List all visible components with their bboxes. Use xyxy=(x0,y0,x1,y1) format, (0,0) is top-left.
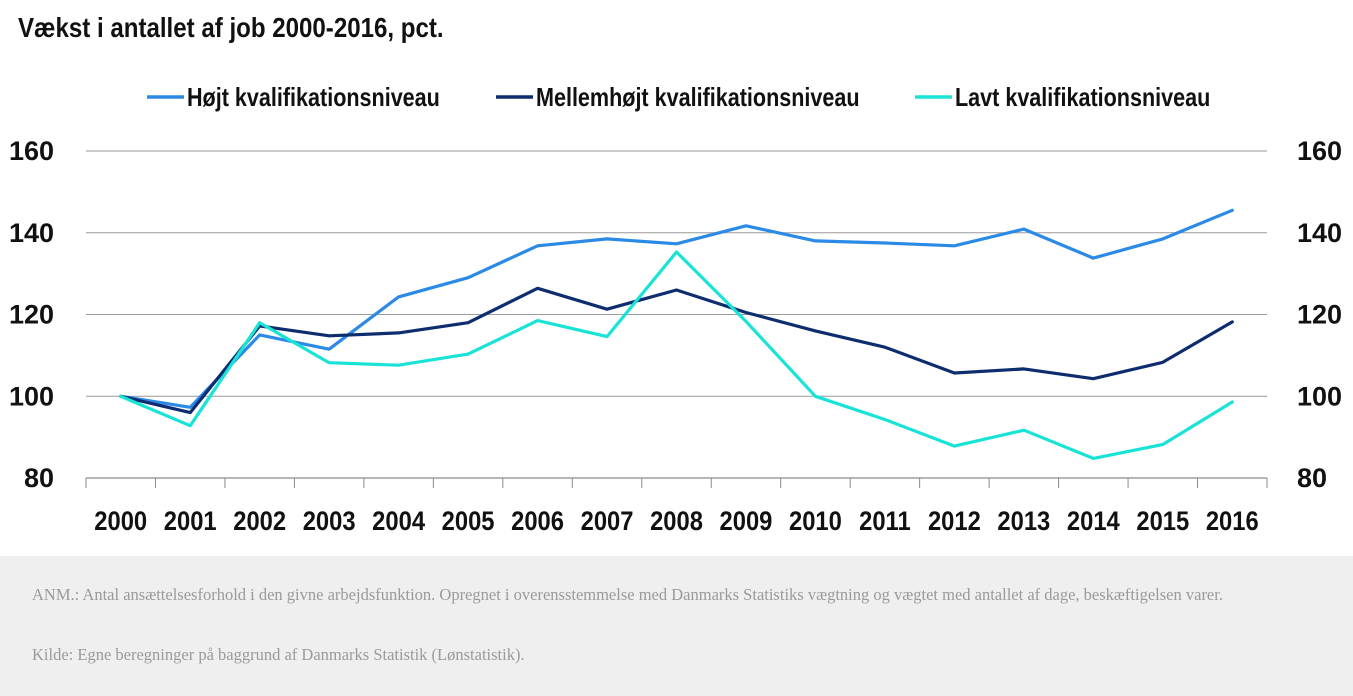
legend-label-3: Lavt kvalifikationsniveau xyxy=(955,83,1210,112)
axes: 80 80 100 100 120 120 140 140 160 160 2000 2001 2002… xyxy=(9,136,1342,536)
x-tick-label: 2007 xyxy=(581,507,634,537)
y-tick-left: 100 xyxy=(9,381,54,411)
line-chart: Højt kvalifikationsniveau Mellemhøjt kval… xyxy=(9,83,1342,536)
y-tick-right: 120 xyxy=(1297,300,1342,330)
x-tick-label: 2000 xyxy=(94,507,147,537)
notes-panel: ANM.: Antal ansættelsesforhold i den giv… xyxy=(0,556,1353,696)
y-tick-left: 120 xyxy=(9,300,54,330)
y-tick-right: 160 xyxy=(1297,136,1342,166)
x-tick-label: 2011 xyxy=(859,507,911,537)
y-tick-left: 160 xyxy=(9,136,54,166)
y-tick-left: 140 xyxy=(9,218,54,248)
legend-label-2: Mellemhøjt kvalifikationsniveau xyxy=(536,83,860,112)
gridlines xyxy=(86,150,1267,397)
y-tick-left: 80 xyxy=(24,463,54,493)
series-line-3 xyxy=(119,250,1234,460)
chart-title: Vækst i antallet af job 2000-2016, pct. xyxy=(18,12,444,43)
x-tick-label: 2010 xyxy=(789,507,842,537)
x-tick-label: 2005 xyxy=(442,507,495,537)
series-lines xyxy=(119,208,1234,460)
x-tick-label: 2006 xyxy=(511,507,564,537)
x-tick-label: 2003 xyxy=(303,507,356,537)
x-tick-label: 2015 xyxy=(1136,507,1189,537)
x-tick-label: 2009 xyxy=(720,507,773,537)
note-anm: ANM.: Antal ansættelsesforhold i den giv… xyxy=(32,585,1223,604)
y-tick-right: 140 xyxy=(1297,218,1342,248)
series-line-1 xyxy=(119,208,1234,409)
note-source: Kilde: Egne beregninger på baggrund af D… xyxy=(32,645,525,664)
x-tick-label: 2014 xyxy=(1067,507,1120,537)
x-tick-label: 2004 xyxy=(372,507,425,537)
x-tick-label: 2016 xyxy=(1206,507,1259,537)
y-tick-right: 80 xyxy=(1297,463,1327,493)
x-tick-label: 2001 xyxy=(164,507,217,537)
legend: Højt kvalifikationsniveau Mellemhøjt kval… xyxy=(147,83,1210,113)
x-tick-label: 2008 xyxy=(650,507,703,537)
y-tick-right: 100 xyxy=(1297,381,1342,411)
x-tick-label: 2013 xyxy=(997,507,1050,537)
x-tick-label: 2002 xyxy=(233,507,286,537)
series-line-2 xyxy=(119,286,1234,415)
x-tick-label: 2012 xyxy=(928,507,981,537)
legend-label-1: Højt kvalifikationsniveau xyxy=(187,83,440,112)
